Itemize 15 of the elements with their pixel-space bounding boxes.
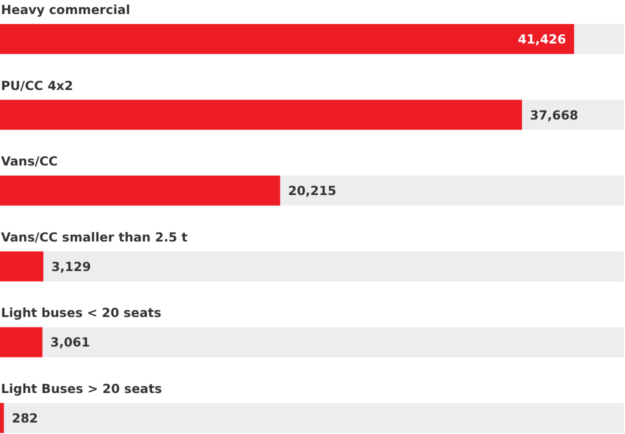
y-tick-label: Heavy commercial [1, 2, 130, 17]
y-tick-label: Vans/CC smaller than 2.5 t [1, 229, 188, 244]
data-label: 37,668 [530, 107, 578, 122]
data-label: 3,061 [50, 334, 90, 350]
data-label: 282 [12, 410, 38, 426]
bar [0, 251, 44, 282]
bar [0, 327, 42, 358]
y-tick-label: Light buses < 20 seats [1, 305, 162, 320]
y-tick-label: Vans/CC [1, 154, 58, 169]
bar [0, 403, 4, 433]
y-tick-label: Light Buses > 20 seats [1, 381, 162, 396]
data-label: 41,426 [518, 32, 566, 46]
data-label: 3,129 [51, 258, 91, 274]
data-label: 20,215 [288, 183, 336, 198]
y-tick-label: PU/CC 4x2 [1, 78, 74, 93]
